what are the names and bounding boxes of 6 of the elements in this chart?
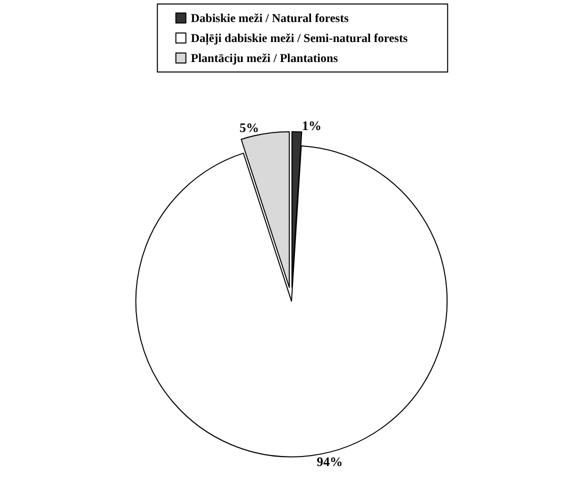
legend-label: Plantāciju meži / Plantations <box>190 51 338 65</box>
data-label: 94% <box>316 454 343 470</box>
legend-label: Dabiskie meži / Natural forests <box>190 11 349 25</box>
data-label: 1% <box>302 118 322 134</box>
legend-label: Daļēji dabiskie meži / Semi-natural forests <box>190 31 408 46</box>
data-label: 5% <box>240 120 260 136</box>
